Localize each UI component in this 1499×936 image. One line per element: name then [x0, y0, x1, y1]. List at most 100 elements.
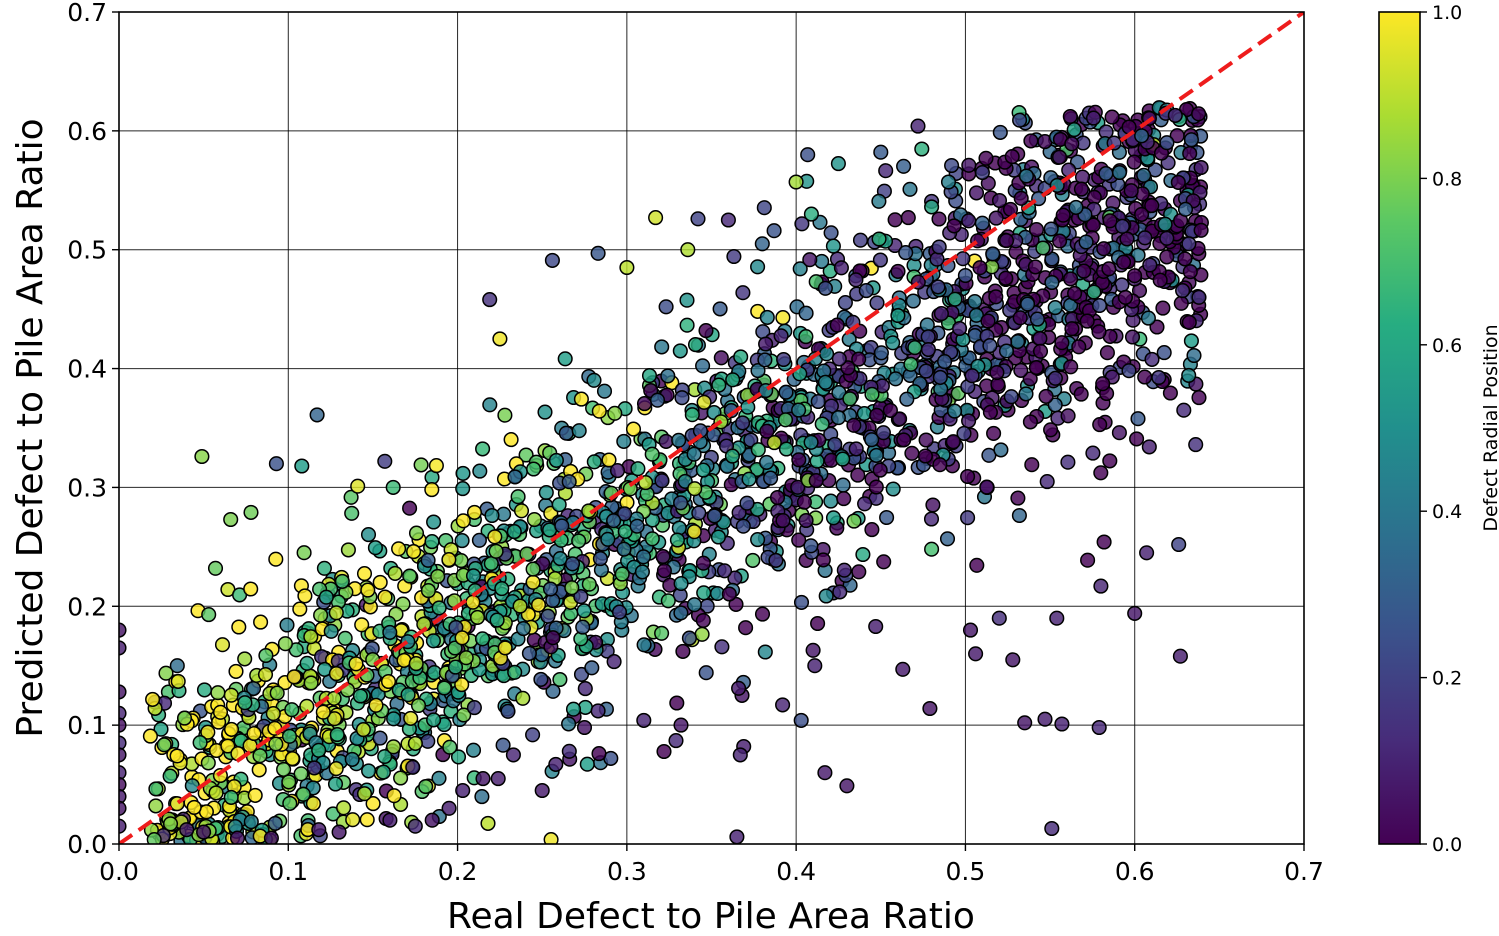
- data-point: [586, 454, 602, 470]
- data-point: [281, 774, 297, 790]
- data-point: [794, 216, 810, 232]
- data-point: [798, 329, 814, 345]
- x-tick-label: 0.2: [438, 857, 478, 886]
- colorbar-tick-label: 0.0: [1432, 834, 1462, 856]
- data-point: [768, 552, 784, 568]
- data-point: [1020, 296, 1036, 312]
- data-point: [356, 566, 373, 582]
- data-point: [465, 568, 482, 584]
- data-point: [864, 386, 880, 402]
- data-point: [586, 372, 602, 388]
- data-point: [648, 210, 664, 226]
- data-point: [952, 320, 968, 337]
- data-point: [1032, 330, 1048, 347]
- data-point: [311, 822, 327, 838]
- colorbar-gradient: [1379, 12, 1420, 844]
- data-point: [830, 156, 846, 172]
- data-point: [609, 463, 626, 479]
- data-point: [875, 425, 891, 441]
- data-point: [450, 749, 467, 765]
- data-point: [526, 511, 542, 528]
- data-point: [465, 742, 482, 758]
- data-point: [343, 489, 359, 505]
- data-point: [1172, 648, 1188, 664]
- data-point: [592, 551, 608, 567]
- data-point: [455, 465, 471, 481]
- data-point: [985, 246, 1001, 262]
- data-point: [340, 542, 356, 558]
- data-point: [698, 665, 714, 681]
- data-point: [846, 417, 862, 433]
- data-point: [1004, 149, 1020, 165]
- data-point: [420, 583, 436, 599]
- data-point: [679, 317, 695, 333]
- data-point: [735, 518, 751, 534]
- data-point: [455, 513, 471, 529]
- x-axis-ticks: 0.0 0.1 0.2 0.3 0.4 0.5 0.6 0.7: [99, 844, 1324, 886]
- data-point: [1003, 389, 1019, 405]
- data-point: [750, 442, 766, 458]
- data-point: [158, 665, 174, 681]
- data-point: [268, 551, 284, 567]
- data-point: [1136, 167, 1152, 183]
- data-point: [474, 631, 491, 647]
- data-point: [690, 211, 706, 227]
- data-point: [495, 737, 511, 753]
- y-tick-label: 0.6: [67, 117, 107, 146]
- y-tick-label: 0.2: [67, 592, 107, 621]
- data-point: [1129, 431, 1145, 447]
- data-point: [873, 144, 889, 160]
- data-point: [696, 585, 712, 601]
- data-point: [492, 331, 508, 347]
- data-point: [850, 467, 866, 483]
- data-point: [1043, 221, 1059, 237]
- data-point: [269, 685, 285, 701]
- data-point: [377, 453, 393, 469]
- data-point: [775, 310, 791, 326]
- data-point: [119, 622, 127, 638]
- data-point: [1149, 319, 1165, 335]
- data-point: [823, 493, 839, 509]
- data-point: [1159, 249, 1175, 265]
- data-point: [315, 704, 331, 720]
- colorbar-tick-label: 1.0: [1432, 2, 1462, 24]
- data-point: [775, 513, 791, 529]
- data-point: [313, 607, 329, 623]
- data-point: [447, 659, 464, 675]
- data-point: [428, 458, 444, 474]
- data-point: [571, 533, 587, 549]
- data-point: [728, 596, 744, 612]
- data-point: [766, 223, 782, 239]
- data-point: [769, 489, 786, 506]
- data-point: [521, 645, 537, 661]
- data-point: [895, 661, 911, 677]
- data-point: [750, 363, 766, 379]
- data-point: [267, 815, 283, 831]
- data-point: [590, 245, 606, 261]
- data-point: [1151, 369, 1167, 386]
- data-point: [868, 479, 884, 495]
- data-point: [475, 441, 491, 457]
- data-point: [961, 213, 977, 229]
- data-point: [773, 328, 789, 344]
- x-tick-label: 0.4: [776, 857, 816, 886]
- data-point: [968, 646, 984, 662]
- data-point: [1159, 135, 1175, 151]
- data-point: [868, 447, 884, 463]
- data-point: [1177, 251, 1193, 267]
- data-point: [614, 566, 630, 582]
- data-point: [540, 608, 556, 624]
- data-point: [237, 695, 253, 711]
- data-point: [575, 619, 591, 635]
- data-point: [830, 410, 846, 426]
- data-point: [506, 524, 522, 540]
- data-point: [675, 643, 691, 659]
- data-point: [228, 663, 244, 679]
- data-point: [656, 743, 672, 760]
- data-point: [1079, 313, 1095, 329]
- data-point: [839, 778, 855, 794]
- data-point: [591, 403, 607, 419]
- data-point: [360, 582, 376, 598]
- data-point: [654, 473, 670, 489]
- data-point: [836, 491, 852, 507]
